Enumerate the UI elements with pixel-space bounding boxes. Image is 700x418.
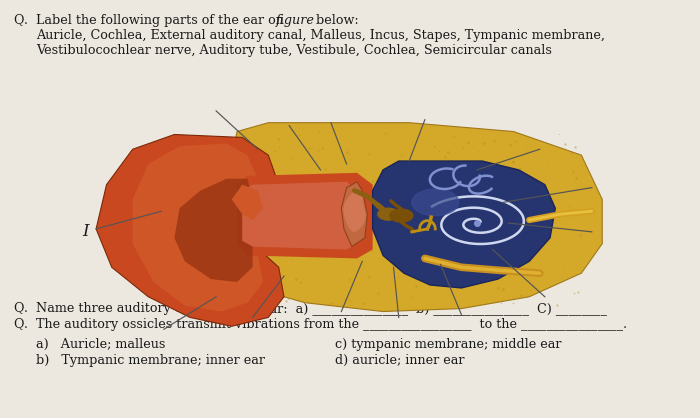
Polygon shape xyxy=(96,135,284,326)
Circle shape xyxy=(378,208,399,220)
Text: Auricle, Cochlea, External auditory canal, Malleus, Incus, Stapes, Tympanic memb: Auricle, Cochlea, External auditory cana… xyxy=(36,29,605,42)
Polygon shape xyxy=(232,185,263,220)
Text: c) tympanic membrane; middle ear: c) tympanic membrane; middle ear xyxy=(335,338,561,351)
Polygon shape xyxy=(174,179,253,282)
Text: d) auricle; inner ear: d) auricle; inner ear xyxy=(335,354,465,367)
Text: Q.  Name three auditory ossicles of: Q. Name three auditory ossicles of xyxy=(14,302,245,315)
Text: below:: below: xyxy=(312,14,358,27)
Polygon shape xyxy=(342,182,368,247)
Text: figure: figure xyxy=(276,14,315,27)
Polygon shape xyxy=(221,123,602,311)
Text: a)   Auricle; malleus: a) Auricle; malleus xyxy=(36,338,165,351)
Polygon shape xyxy=(372,161,555,288)
Polygon shape xyxy=(132,143,263,311)
Text: Q.  Label the following parts of the ear on: Q. Label the following parts of the ear … xyxy=(14,14,288,27)
Circle shape xyxy=(412,189,458,216)
Text: middle: middle xyxy=(222,302,266,315)
Text: Vestibulocochlear nerve, Auditory tube, Vestibule, Cochlea, Semicircular canals: Vestibulocochlear nerve, Auditory tube, … xyxy=(36,44,552,57)
Text: b)   Tympanic membrane; inner ear: b) Tympanic membrane; inner ear xyxy=(36,354,265,367)
Text: ear:  a) _______________  b) _______________  C) ________: ear: a) _______________ b) _____________… xyxy=(258,302,607,315)
Text: I: I xyxy=(83,223,89,240)
Polygon shape xyxy=(237,173,372,258)
Circle shape xyxy=(390,209,413,222)
Polygon shape xyxy=(242,182,357,250)
Polygon shape xyxy=(343,191,365,232)
Text: Q.  The auditory ossicles transmit vibrations from the _________________  to the: Q. The auditory ossicles transmit vibrat… xyxy=(14,318,627,331)
